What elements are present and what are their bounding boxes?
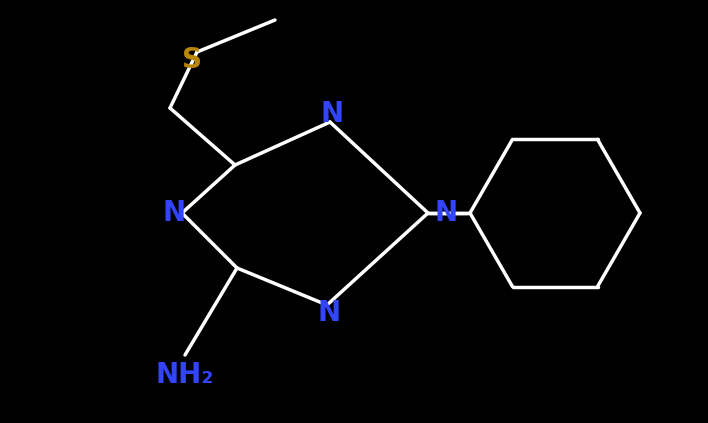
Text: S: S bbox=[182, 46, 202, 74]
Text: N: N bbox=[321, 100, 343, 128]
Text: N: N bbox=[317, 299, 341, 327]
Text: N: N bbox=[162, 199, 185, 227]
Text: NH₂: NH₂ bbox=[156, 361, 215, 389]
Text: N: N bbox=[435, 199, 458, 227]
